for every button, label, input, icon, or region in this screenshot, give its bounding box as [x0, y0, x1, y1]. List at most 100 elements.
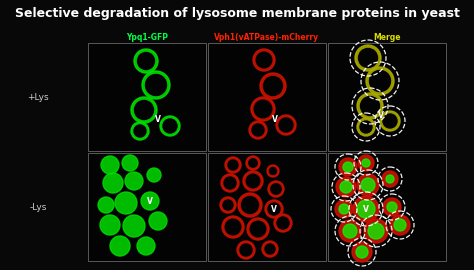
- Bar: [208, 43, 326, 151]
- Circle shape: [353, 196, 379, 222]
- Text: Merge: Merge: [373, 32, 401, 42]
- Text: V: V: [363, 204, 369, 214]
- Circle shape: [380, 111, 400, 131]
- Circle shape: [364, 219, 388, 243]
- Circle shape: [356, 246, 368, 258]
- Circle shape: [279, 118, 293, 132]
- Circle shape: [370, 70, 391, 92]
- Circle shape: [131, 97, 157, 123]
- Circle shape: [237, 241, 255, 259]
- Circle shape: [355, 45, 381, 71]
- Circle shape: [220, 197, 236, 213]
- Circle shape: [343, 224, 357, 238]
- Circle shape: [357, 93, 383, 119]
- Circle shape: [262, 241, 278, 257]
- Circle shape: [225, 157, 241, 173]
- Circle shape: [142, 71, 170, 99]
- Text: Ypq1-GFP: Ypq1-GFP: [126, 32, 168, 42]
- Circle shape: [240, 244, 252, 256]
- Text: V: V: [147, 197, 153, 205]
- Circle shape: [125, 172, 143, 190]
- Circle shape: [137, 237, 155, 255]
- Circle shape: [339, 204, 349, 214]
- Circle shape: [343, 162, 353, 172]
- Circle shape: [265, 244, 275, 254]
- Circle shape: [160, 116, 180, 136]
- Circle shape: [247, 218, 269, 240]
- Circle shape: [115, 192, 137, 214]
- Circle shape: [358, 155, 374, 171]
- Text: Vph1(vATPase)-mCherry: Vph1(vATPase)-mCherry: [214, 32, 319, 42]
- Circle shape: [223, 200, 233, 210]
- Circle shape: [98, 197, 114, 213]
- Bar: [328, 43, 446, 151]
- Circle shape: [122, 155, 138, 171]
- Circle shape: [222, 216, 244, 238]
- Circle shape: [101, 156, 119, 174]
- Circle shape: [146, 75, 166, 96]
- Bar: [328, 153, 446, 261]
- Circle shape: [147, 168, 161, 182]
- Circle shape: [340, 181, 352, 193]
- Circle shape: [276, 115, 296, 135]
- Circle shape: [103, 173, 123, 193]
- Bar: [208, 153, 326, 261]
- Circle shape: [352, 242, 372, 262]
- Circle shape: [256, 52, 272, 68]
- Circle shape: [110, 236, 130, 256]
- Circle shape: [358, 49, 377, 68]
- Circle shape: [339, 220, 361, 242]
- Circle shape: [141, 192, 159, 210]
- Circle shape: [390, 215, 410, 235]
- Circle shape: [360, 121, 372, 133]
- Circle shape: [137, 52, 155, 69]
- Circle shape: [241, 197, 258, 214]
- Circle shape: [339, 158, 357, 176]
- Circle shape: [221, 174, 239, 192]
- Circle shape: [267, 165, 279, 177]
- Text: V: V: [378, 110, 384, 120]
- Circle shape: [243, 171, 263, 191]
- Text: +Lys: +Lys: [27, 93, 49, 102]
- Circle shape: [277, 217, 289, 229]
- Circle shape: [135, 100, 154, 120]
- Circle shape: [264, 76, 283, 96]
- Circle shape: [253, 49, 275, 71]
- Circle shape: [224, 177, 236, 189]
- Circle shape: [357, 174, 379, 196]
- Circle shape: [131, 122, 149, 140]
- Bar: [88, 43, 206, 151]
- Circle shape: [394, 219, 406, 231]
- Circle shape: [362, 159, 370, 167]
- Circle shape: [361, 96, 380, 116]
- Circle shape: [246, 156, 260, 170]
- Circle shape: [336, 177, 356, 197]
- Circle shape: [249, 121, 267, 139]
- Circle shape: [246, 174, 260, 188]
- Circle shape: [382, 171, 398, 187]
- Circle shape: [387, 202, 397, 212]
- Text: V: V: [272, 114, 278, 123]
- Circle shape: [123, 215, 145, 237]
- Circle shape: [163, 119, 177, 133]
- Circle shape: [249, 159, 257, 167]
- Text: V: V: [271, 204, 277, 214]
- Circle shape: [268, 181, 284, 197]
- Circle shape: [252, 124, 264, 136]
- Circle shape: [274, 214, 292, 232]
- Circle shape: [254, 100, 272, 118]
- Circle shape: [225, 219, 241, 235]
- Circle shape: [268, 203, 280, 215]
- Circle shape: [366, 67, 394, 95]
- Text: V: V: [155, 116, 161, 124]
- Circle shape: [271, 184, 281, 194]
- Circle shape: [134, 49, 158, 73]
- Circle shape: [260, 73, 286, 99]
- Circle shape: [265, 200, 283, 218]
- Circle shape: [228, 160, 238, 170]
- Circle shape: [149, 212, 167, 230]
- Circle shape: [357, 118, 375, 136]
- Circle shape: [270, 167, 276, 174]
- Circle shape: [238, 193, 262, 217]
- Text: -Lys: -Lys: [29, 202, 46, 211]
